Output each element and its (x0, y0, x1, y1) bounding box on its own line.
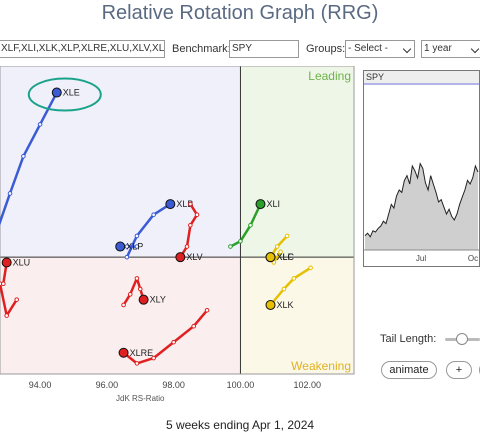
tail-point-xlk (281, 286, 287, 292)
quadrant-leading (240, 66, 354, 258)
x-tick-label: 100.00 (227, 380, 255, 390)
label-xle: XLE (63, 88, 80, 98)
mini-chart-area (365, 163, 478, 250)
head-xlb (165, 199, 176, 210)
controls-bar: XLF,XLI,XLK,XLP,XLRE,XLU,XLV,XL Benchmar… (0, 40, 480, 60)
head-xlu (1, 257, 12, 268)
groups-select-value: - Select - (348, 43, 389, 54)
period-select-value: 1 year (424, 43, 452, 54)
rrg-chart-svg[interactable]: Leading Weakening 94.00 96.00 98.00 100.00 102… (0, 66, 356, 406)
head-xlre (118, 347, 129, 358)
groups-label: Groups: (306, 43, 346, 55)
quadrant-label-leading: Leading (308, 69, 351, 83)
mini-chart-tick: Jul (416, 254, 426, 263)
tail-point-xle (21, 153, 26, 159)
tail-point-xli (248, 223, 253, 228)
period-select[interactable]: 1 year (421, 40, 480, 58)
tail-length-label: Tail Length: (380, 333, 437, 345)
label-xlk: XLK (277, 300, 294, 310)
tail-point-xly (127, 292, 133, 297)
tail-point-xlre (204, 307, 210, 313)
plus-button[interactable]: + (446, 361, 472, 379)
head-xly (138, 294, 149, 305)
tail-point-xli (238, 238, 243, 244)
tail-point-xlre (171, 339, 176, 345)
tail-point-xlp (134, 244, 140, 249)
tail-point-xlv (184, 244, 190, 249)
benchmark-input[interactable]: SPY (229, 40, 299, 58)
tail-point-xlu (4, 313, 9, 318)
tail-xlk (269, 266, 312, 307)
tail-xlu (0, 261, 18, 317)
page-title: Relative Rotation Graph (RRG) (101, 2, 379, 24)
tail-length-slider-thumb[interactable] (456, 333, 468, 345)
plot-border (0, 66, 355, 375)
tail-point-xlu (1, 281, 6, 287)
tail-point-xlb (151, 212, 156, 217)
tail-point-xlk (308, 265, 313, 271)
x-tick-label: 96.00 (96, 380, 119, 390)
head-xlk (265, 299, 276, 310)
x-tick-label: 102.00 (293, 380, 321, 390)
head-xli (255, 199, 266, 210)
label-xlv: XLV (186, 252, 202, 262)
footer-caption: 5 weeks ending Apr 1, 2024 (165, 418, 315, 432)
animate-button[interactable]: animate (381, 361, 437, 379)
benchmark-label: Benchmark: (172, 43, 231, 55)
tail-point-xlc (278, 249, 283, 255)
tail-point-xlre (191, 323, 196, 329)
tail-point-xlre (134, 361, 140, 366)
tail-point-xli (228, 244, 233, 249)
tail-point-xlf (284, 233, 290, 239)
label-xlp: XLP (126, 242, 143, 252)
mini-chart-line (364, 162, 479, 238)
label-xlre: XLRE (130, 348, 154, 358)
label-xlc: XLC (277, 252, 295, 262)
mini-chart-tick: Oc (468, 254, 478, 263)
tail-point-xlf (274, 244, 280, 249)
label-xly: XLY (150, 295, 166, 305)
tail-point-xlv (188, 201, 193, 207)
tail-point-xle (37, 122, 43, 127)
head-xle (51, 87, 62, 98)
tail-point-xlb (134, 233, 140, 239)
groups-select[interactable]: - Select - (345, 40, 415, 58)
label-xlb: XLB (176, 199, 193, 209)
mini-chart-title: SPY (366, 72, 384, 82)
head-xlv (175, 252, 186, 263)
highlight-oval (27, 77, 102, 112)
tail-point-xly (121, 302, 126, 308)
x-tick-label: 94.00 (29, 380, 52, 390)
tail-point-xle (7, 191, 13, 196)
x-tick-label: 98.00 (162, 380, 185, 390)
tail-xlre (122, 309, 209, 365)
quadrant-label-weakening: Weakening (291, 359, 351, 373)
mini-chart-svg: SPY Jul Oc (363, 70, 480, 267)
tail-point-xly (134, 276, 140, 281)
mini-chart-header (364, 71, 479, 83)
rrg-chart[interactable]: Leading Weakening 94.00 96.00 98.00 100.00 102… (0, 66, 356, 406)
tail-point-xlu (14, 297, 19, 302)
label-xli: XLI (266, 199, 280, 209)
label-xlu: XLU (13, 257, 31, 267)
tail-point-xlv (194, 212, 200, 217)
tail-xli (229, 202, 262, 248)
label-xlf: XLF (277, 252, 294, 262)
head-xlp (115, 241, 126, 252)
tail-point-xlv (188, 223, 193, 228)
head-xlc (265, 252, 276, 263)
x-axis-label: JdK RS-Ratio (116, 394, 165, 403)
symbols-input[interactable]: XLF,XLI,XLK,XLP,XLRE,XLU,XLV,XL (0, 40, 165, 58)
tail-point-xly (137, 286, 143, 292)
tail-point-xlb (124, 254, 130, 260)
quadrant-weakening (240, 257, 354, 374)
tail-point-xlk (291, 276, 297, 281)
quadrant-improving (0, 66, 241, 258)
benchmark-mini-chart: SPY Jul Oc (363, 70, 480, 267)
tail-point-xlre (151, 355, 156, 361)
